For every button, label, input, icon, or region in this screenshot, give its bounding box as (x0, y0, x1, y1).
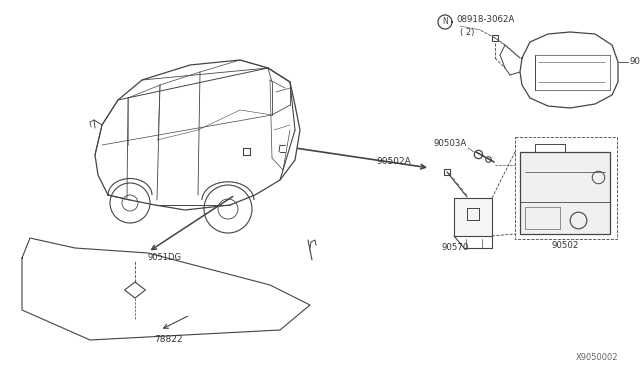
Text: 90605: 90605 (630, 58, 640, 67)
Text: 9051DG: 9051DG (147, 253, 181, 263)
Text: 08918-3062A: 08918-3062A (456, 16, 515, 25)
Text: 78822: 78822 (154, 336, 182, 344)
Text: 90502A: 90502A (376, 157, 411, 166)
Text: 90570: 90570 (442, 244, 468, 253)
Text: N: N (442, 17, 448, 26)
Text: ( 2): ( 2) (460, 28, 474, 36)
FancyBboxPatch shape (454, 198, 492, 236)
Text: 90502: 90502 (551, 241, 579, 250)
FancyBboxPatch shape (520, 152, 610, 234)
Text: X9050002: X9050002 (575, 353, 618, 362)
Text: 90503A: 90503A (434, 138, 467, 148)
